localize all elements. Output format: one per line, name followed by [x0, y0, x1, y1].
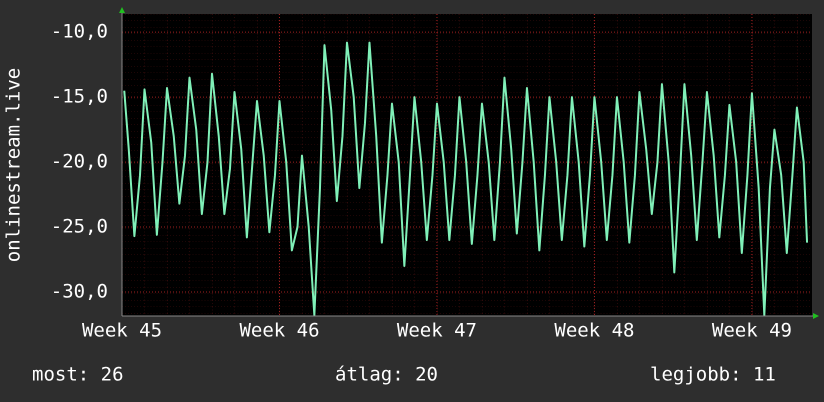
axis-arrow	[119, 7, 125, 13]
y-tick-label: -10,0	[51, 21, 108, 43]
footer-current: most: 26	[32, 364, 124, 386]
y-tick-label: -20,0	[51, 151, 108, 173]
y-tick-label: -25,0	[51, 216, 108, 238]
x-tick-label: Week 45	[82, 320, 162, 342]
x-tick-label: Week 47	[397, 320, 477, 342]
series-line	[123, 41, 809, 317]
axis-arrow	[813, 313, 819, 319]
y-tick-label: -30,0	[51, 280, 108, 302]
x-tick-label: Week 48	[554, 320, 634, 342]
x-tick-label: Week 49	[712, 320, 792, 342]
footer-average: átlag: 20	[335, 364, 438, 386]
x-tick-label: Week 46	[239, 320, 319, 342]
y-tick-label: -15,0	[51, 86, 108, 108]
footer-best: legjobb: 11	[650, 364, 776, 386]
y-axis-label: onlinestream.live	[3, 68, 25, 262]
